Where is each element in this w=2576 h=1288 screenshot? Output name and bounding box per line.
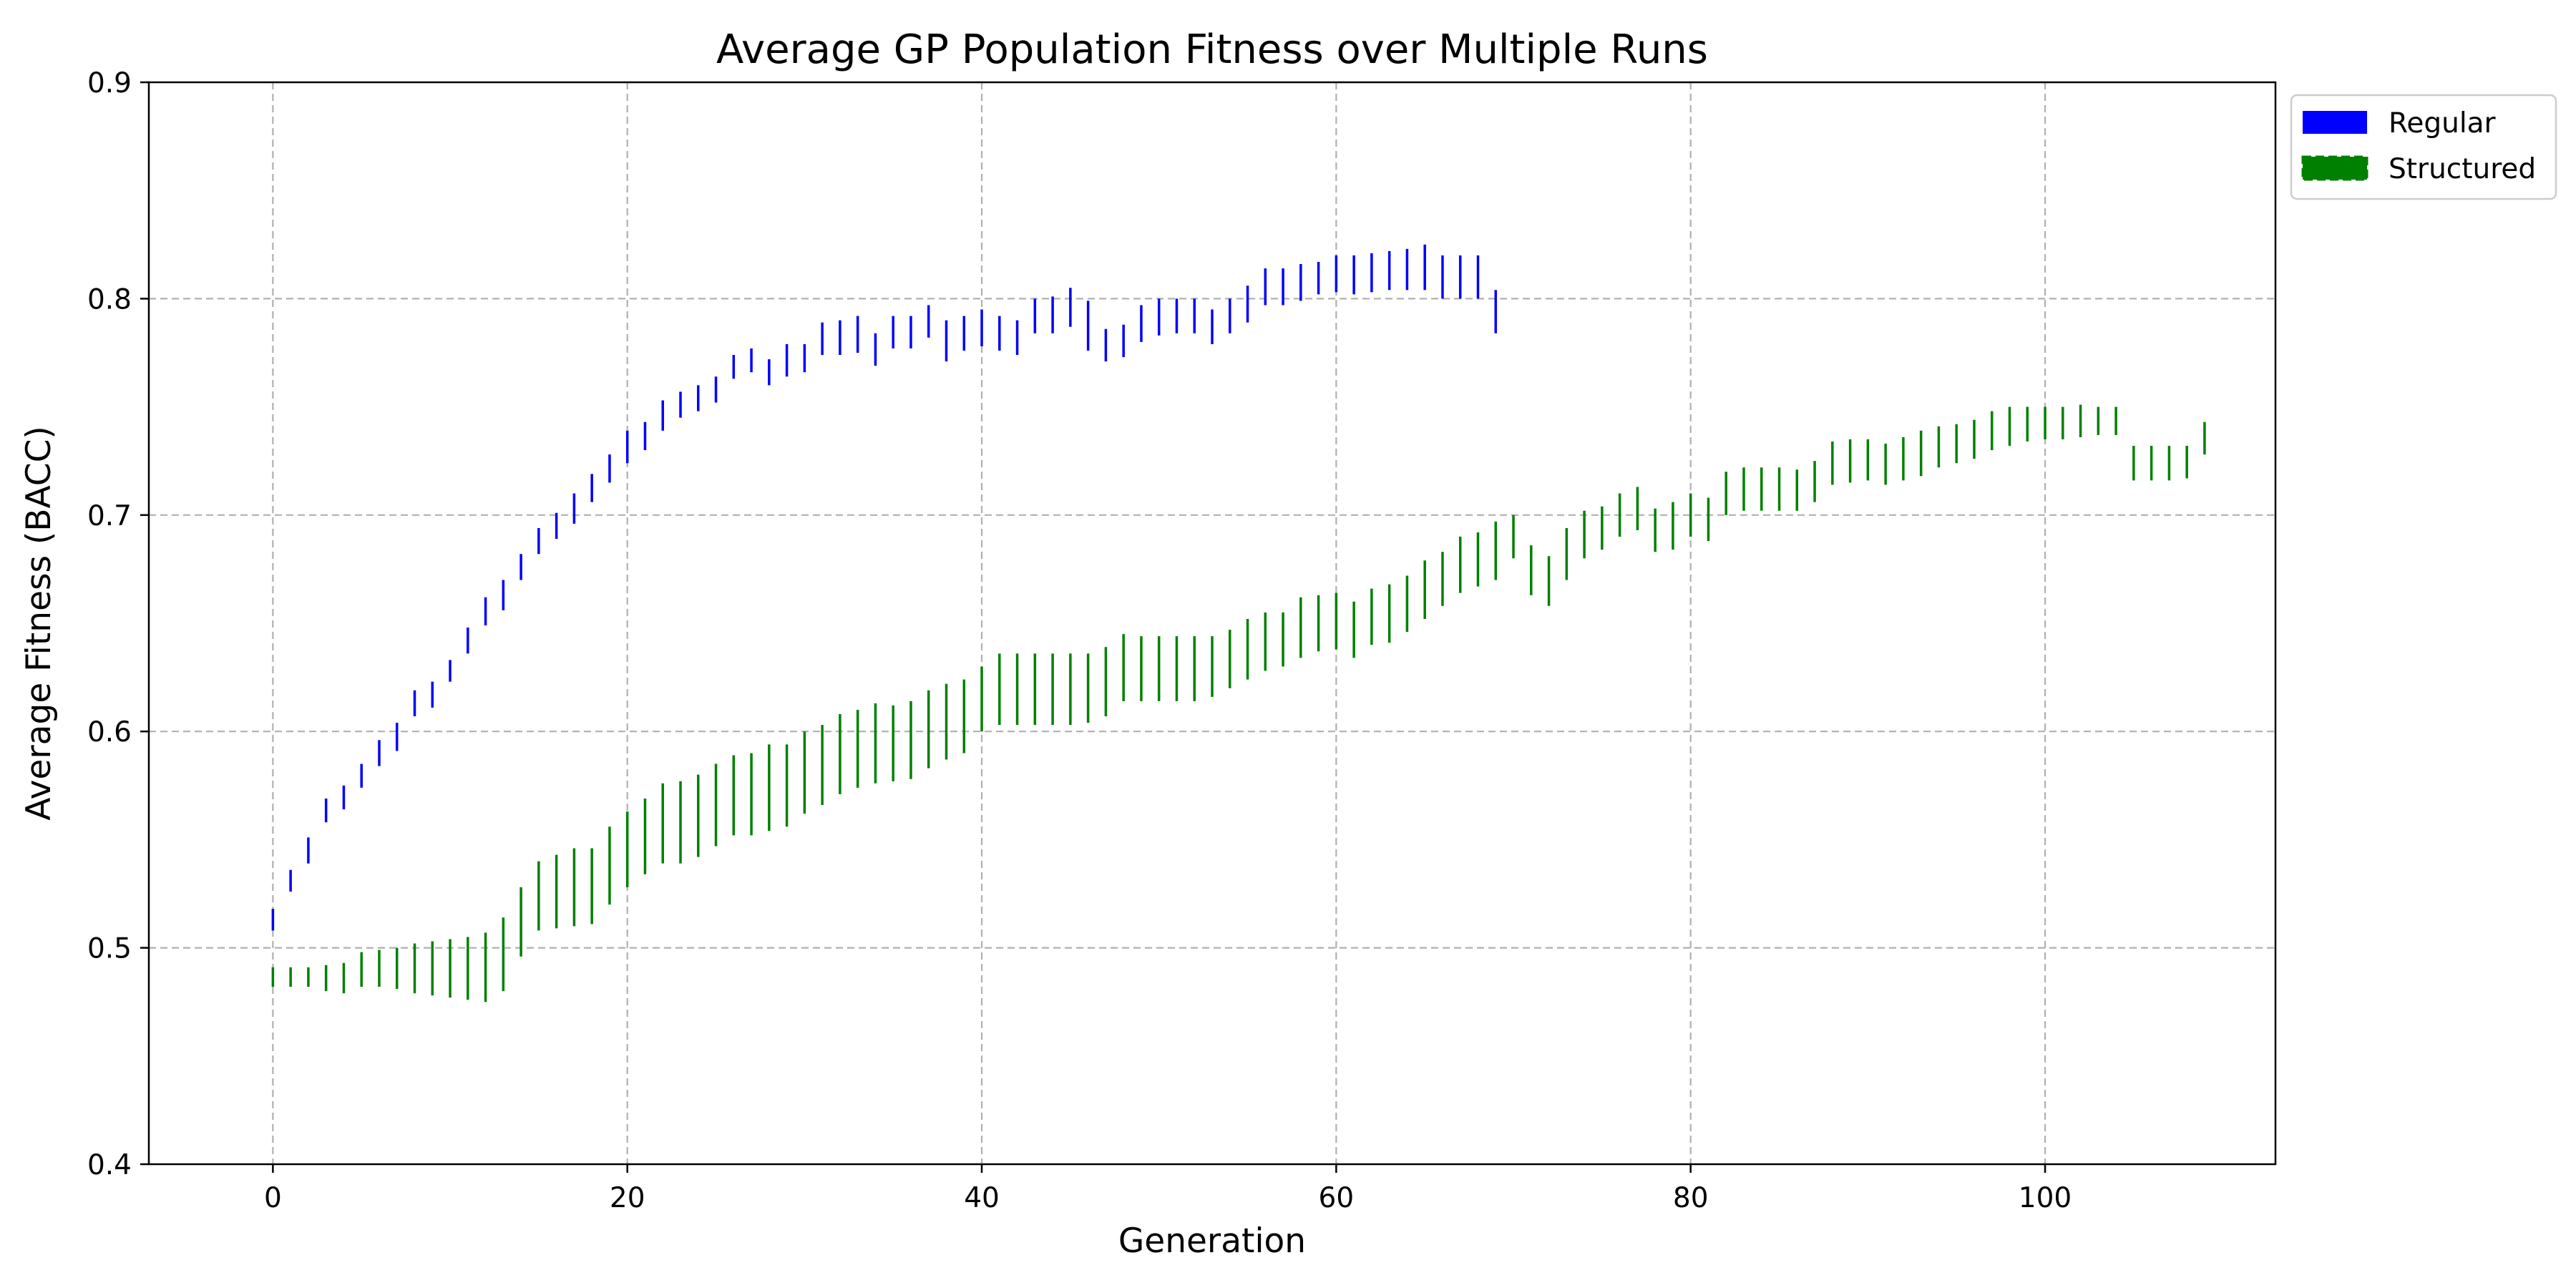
legend-label-structured: Structured xyxy=(2389,153,2536,185)
x-tick-label: 20 xyxy=(610,1182,645,1214)
chart-title: Average GP Population Fitness over Multi… xyxy=(716,26,1708,73)
x-axis-label: Generation xyxy=(1118,1221,1306,1261)
y-tick-label: 0.5 xyxy=(87,933,132,965)
y-tick-label: 0.7 xyxy=(87,500,132,532)
plot-frame xyxy=(147,81,2277,1166)
y-axis-label: Average Fitness (BACC) xyxy=(19,426,59,821)
y-tick-label: 0.8 xyxy=(87,283,132,316)
series-regular xyxy=(271,244,1498,931)
y-tick-label: 0.4 xyxy=(87,1149,132,1181)
series-layer xyxy=(271,244,2206,1002)
legend-swatch-regular xyxy=(2303,111,2367,134)
x-tick-label: 0 xyxy=(264,1182,282,1214)
ticks: 0 20 40 60 80 100 0.4 0.5 0.6 0.7 0.8 0.9 xyxy=(87,67,2072,1214)
x-tick-label: 80 xyxy=(1673,1182,1709,1214)
x-tick-label: 100 xyxy=(2019,1182,2072,1214)
legend-label-regular: Regular xyxy=(2389,107,2497,140)
x-tick-label: 40 xyxy=(964,1182,1000,1214)
y-tick-label: 0.9 xyxy=(87,67,132,99)
x-tick-label: 60 xyxy=(1319,1182,1355,1214)
legend-swatch-structured xyxy=(2301,155,2368,181)
y-tick-label: 0.6 xyxy=(87,716,132,748)
legend: Regular Structured xyxy=(2290,94,2557,200)
series-structured xyxy=(271,404,2206,1002)
